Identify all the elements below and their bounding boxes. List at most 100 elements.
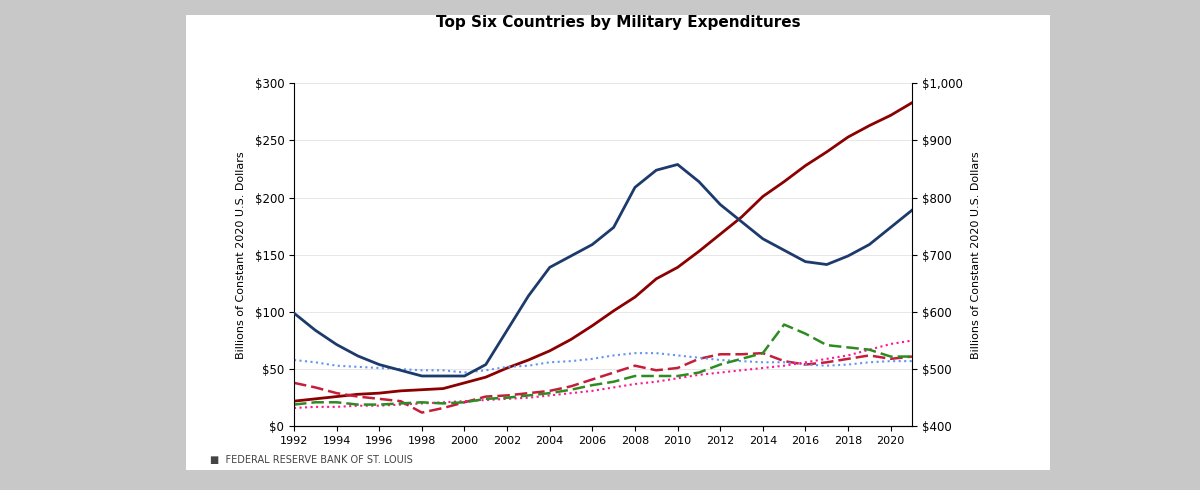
U.S. (Right Axis) [776, 247, 791, 253]
Saudi Arabia (Left Axis) [862, 347, 876, 353]
Russia (Left Axis) [330, 390, 344, 396]
Russia (Left Axis) [756, 350, 770, 356]
Saudi Arabia (Left Axis) [734, 356, 749, 362]
Y-axis label: Billions of Constant 2020 U.S. Dollars: Billions of Constant 2020 U.S. Dollars [971, 151, 980, 359]
U.K. (Left Axis) [394, 366, 408, 372]
India (Left Axis) [564, 390, 578, 396]
India (Left Axis) [628, 381, 642, 387]
India (Left Axis) [521, 395, 535, 401]
Line: U.S. (Right Axis): U.S. (Right Axis) [294, 165, 912, 376]
Russia (Left Axis) [308, 385, 323, 391]
India (Left Axis) [606, 385, 620, 391]
U.K. (Left Axis) [372, 365, 386, 371]
China (Left Axis) [606, 308, 620, 314]
Russia (Left Axis) [905, 354, 919, 360]
U.K. (Left Axis) [756, 359, 770, 365]
Saudi Arabia (Left Axis) [500, 395, 515, 401]
U.K. (Left Axis) [649, 350, 664, 356]
Russia (Left Axis) [372, 396, 386, 402]
Saudi Arabia (Left Axis) [905, 354, 919, 360]
India (Left Axis) [457, 398, 472, 404]
U.S. (Right Axis) [734, 219, 749, 224]
China (Left Axis) [308, 396, 323, 402]
China (Left Axis) [820, 149, 834, 155]
Russia (Left Axis) [287, 380, 301, 386]
India (Left Axis) [500, 396, 515, 402]
Text: ■  FEDERAL RESERVE BANK OF ST. LOUIS: ■ FEDERAL RESERVE BANK OF ST. LOUIS [210, 455, 413, 465]
Saudi Arabia (Left Axis) [287, 402, 301, 408]
India (Left Axis) [330, 404, 344, 410]
Russia (Left Axis) [479, 393, 493, 399]
U.K. (Left Axis) [308, 359, 323, 365]
China (Left Axis) [436, 386, 450, 392]
U.S. (Right Axis) [713, 201, 727, 207]
Saudi Arabia (Left Axis) [394, 400, 408, 406]
Line: Russia (Left Axis): Russia (Left Axis) [294, 353, 912, 413]
Saudi Arabia (Left Axis) [479, 396, 493, 402]
India (Left Axis) [436, 399, 450, 405]
U.K. (Left Axis) [628, 350, 642, 356]
India (Left Axis) [905, 338, 919, 343]
Saudi Arabia (Left Axis) [628, 373, 642, 379]
China (Left Axis) [671, 265, 685, 270]
U.S. (Right Axis) [756, 236, 770, 242]
China (Left Axis) [734, 214, 749, 220]
U.K. (Left Axis) [776, 359, 791, 365]
China (Left Axis) [287, 398, 301, 404]
Saudi Arabia (Left Axis) [776, 321, 791, 327]
U.S. (Right Axis) [798, 259, 812, 265]
U.K. (Left Axis) [479, 368, 493, 373]
China (Left Axis) [841, 134, 856, 140]
Russia (Left Axis) [606, 369, 620, 375]
Line: U.K. (Left Axis): U.K. (Left Axis) [294, 353, 912, 372]
U.S. (Right Axis) [308, 327, 323, 333]
China (Left Axis) [394, 388, 408, 394]
Russia (Left Axis) [883, 356, 898, 362]
Saudi Arabia (Left Axis) [841, 344, 856, 350]
China (Left Axis) [649, 276, 664, 282]
U.S. (Right Axis) [586, 242, 600, 247]
U.S. (Right Axis) [330, 342, 344, 347]
Russia (Left Axis) [586, 376, 600, 382]
Saudi Arabia (Left Axis) [649, 373, 664, 379]
Saudi Arabia (Left Axis) [350, 402, 365, 408]
Russia (Left Axis) [628, 363, 642, 368]
Russia (Left Axis) [671, 365, 685, 371]
Russia (Left Axis) [841, 356, 856, 362]
Saudi Arabia (Left Axis) [542, 390, 557, 396]
U.K. (Left Axis) [586, 356, 600, 362]
India (Left Axis) [649, 379, 664, 385]
U.S. (Right Axis) [372, 362, 386, 368]
China (Left Axis) [479, 374, 493, 380]
U.S. (Right Axis) [479, 362, 493, 368]
China (Left Axis) [756, 194, 770, 199]
China (Left Axis) [542, 348, 557, 354]
Russia (Left Axis) [649, 368, 664, 373]
India (Left Axis) [415, 400, 430, 406]
U.K. (Left Axis) [713, 357, 727, 363]
U.S. (Right Axis) [457, 373, 472, 379]
U.S. (Right Axis) [905, 207, 919, 213]
India (Left Axis) [394, 402, 408, 408]
China (Left Axis) [457, 380, 472, 386]
Line: India (Left Axis): India (Left Axis) [294, 341, 912, 408]
India (Left Axis) [841, 352, 856, 358]
India (Left Axis) [691, 372, 706, 378]
Saudi Arabia (Left Axis) [564, 387, 578, 392]
U.K. (Left Axis) [500, 364, 515, 370]
India (Left Axis) [308, 404, 323, 410]
U.S. (Right Axis) [820, 262, 834, 268]
U.S. (Right Axis) [500, 327, 515, 333]
China (Left Axis) [372, 390, 386, 396]
India (Left Axis) [776, 363, 791, 368]
U.K. (Left Axis) [606, 352, 620, 358]
China (Left Axis) [691, 248, 706, 254]
U.K. (Left Axis) [457, 369, 472, 375]
U.S. (Right Axis) [691, 179, 706, 185]
U.K. (Left Axis) [415, 368, 430, 373]
U.K. (Left Axis) [542, 359, 557, 365]
Saudi Arabia (Left Axis) [713, 362, 727, 368]
China (Left Axis) [628, 294, 642, 300]
Saudi Arabia (Left Axis) [586, 382, 600, 388]
Y-axis label: Billions of Constant 2020 U.S. Dollars: Billions of Constant 2020 U.S. Dollars [236, 151, 246, 359]
